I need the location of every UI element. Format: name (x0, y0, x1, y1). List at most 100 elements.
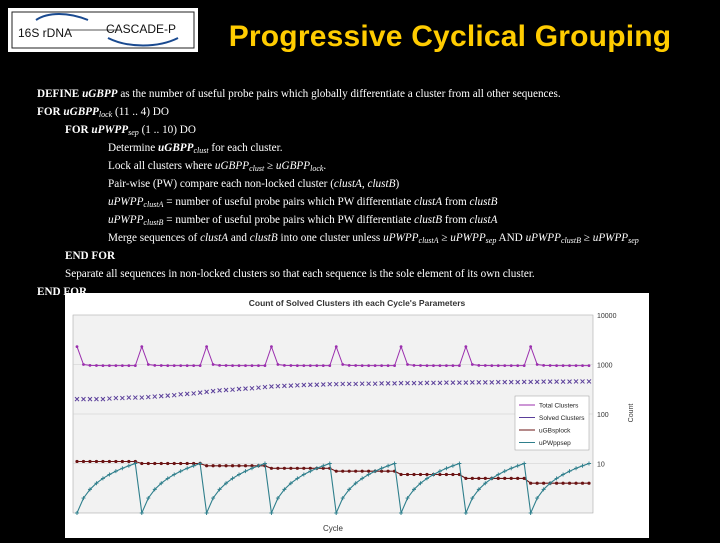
data-point (301, 472, 306, 477)
data-point (522, 476, 526, 481)
data-point (211, 363, 215, 366)
data-point (113, 395, 119, 401)
data-point (385, 381, 391, 386)
data-point (347, 487, 352, 492)
data-point (405, 380, 410, 386)
data-point (412, 472, 416, 477)
data-point (263, 364, 267, 368)
data-point (509, 466, 514, 471)
data-point (457, 380, 462, 385)
algo-line-1: DEFINE uGBPP as the number of useful pro… (37, 88, 561, 100)
algo-line-3: FOR uPWPPsep (1 .. 10) DO (65, 124, 196, 137)
data-point (295, 476, 300, 481)
data-point (269, 511, 274, 515)
data-point (424, 476, 429, 481)
data-point (451, 472, 455, 477)
data-point (360, 364, 364, 368)
data-point (75, 459, 79, 464)
data-point (509, 476, 513, 481)
y-tick-label: 100 (597, 412, 609, 419)
data-point (522, 461, 527, 466)
data-point (139, 511, 144, 515)
data-point (515, 463, 520, 468)
x-axis-label: Cycle (323, 524, 344, 533)
data-point (411, 380, 417, 386)
data-point (444, 380, 449, 385)
data-point (217, 388, 222, 393)
data-point (256, 385, 261, 391)
data-point (192, 461, 196, 466)
data-point (158, 393, 164, 399)
data-point (444, 472, 449, 477)
data-point (581, 364, 584, 368)
data-point (159, 364, 163, 367)
data-point (165, 393, 171, 398)
algo-line-7: uPWPPclustA = number of useful probe pai… (108, 196, 498, 209)
data-point (561, 481, 565, 485)
data-point (94, 481, 99, 486)
data-point (295, 466, 299, 470)
data-point (101, 459, 105, 464)
data-point (159, 481, 164, 486)
data-point (392, 461, 397, 466)
data-point (152, 394, 158, 399)
data-point (230, 476, 235, 481)
data-point (437, 469, 442, 474)
data-point (224, 481, 229, 486)
data-point (185, 461, 189, 466)
data-point (88, 363, 92, 367)
data-point (554, 379, 559, 385)
data-point (191, 391, 197, 396)
data-point (132, 395, 138, 400)
data-point (289, 466, 293, 470)
data-point (295, 364, 299, 368)
data-point (405, 496, 410, 501)
chart-svg: Count of Solved Clusters ith each Cycle'… (72, 298, 635, 533)
data-point (250, 364, 254, 368)
data-point (372, 381, 378, 387)
chart-title: Count of Solved Clusters ith each Cycle'… (249, 298, 466, 308)
data-point (522, 364, 526, 368)
algo-line-6: Pair-wise (PW) compare each non-locked c… (108, 178, 400, 190)
data-point (489, 476, 494, 481)
data-point (535, 363, 539, 366)
data-point (289, 364, 293, 367)
data-point (282, 363, 286, 367)
data-point (75, 345, 79, 348)
data-point (270, 345, 273, 348)
data-point (483, 364, 487, 367)
data-point (269, 466, 274, 470)
data-point (185, 466, 190, 471)
data-point (256, 463, 261, 468)
data-point (412, 487, 417, 492)
data-point (418, 472, 423, 477)
data-point (380, 364, 384, 368)
data-point (476, 380, 482, 385)
data-point (166, 364, 170, 368)
data-point (81, 396, 86, 402)
data-point (412, 363, 416, 367)
data-point (198, 364, 202, 368)
data-point (140, 461, 144, 466)
data-point (529, 345, 533, 348)
data-point (308, 466, 312, 470)
data-point (152, 487, 157, 492)
data-point (120, 395, 125, 401)
data-point (464, 476, 468, 481)
data-point (495, 379, 501, 385)
data-point (94, 396, 99, 402)
data-point (224, 464, 228, 468)
data-point (165, 476, 170, 481)
data-point (75, 511, 79, 515)
data-point (445, 364, 448, 368)
data-point (393, 364, 396, 368)
data-point (437, 380, 443, 386)
algo-line-5: Lock all clusters where uGBPPclust ≥ uGB… (108, 160, 327, 173)
data-point (327, 461, 332, 466)
data-point (179, 461, 183, 466)
data-point (346, 381, 352, 387)
data-point (490, 364, 494, 368)
data-point (341, 363, 345, 366)
data-point (82, 363, 85, 366)
data-point (463, 380, 469, 385)
